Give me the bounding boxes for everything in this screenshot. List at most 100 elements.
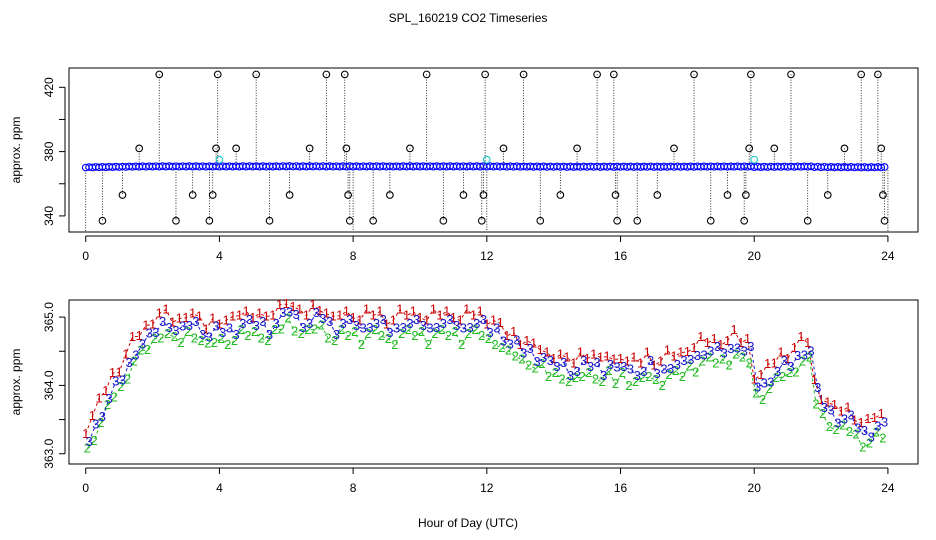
series-2-marker: 2	[578, 369, 585, 384]
spike-point	[345, 216, 354, 225]
x-axis-label: Hour of Day (UTC)	[418, 516, 518, 530]
series-3-marker: 3	[266, 327, 273, 342]
spike-point	[406, 144, 414, 153]
series-1-marker: 1	[383, 317, 390, 332]
series-3-marker: 3	[453, 318, 460, 333]
series-1-marker: 1	[263, 308, 270, 323]
series-1-marker: 1	[583, 351, 590, 366]
series-3-marker: 3	[667, 361, 674, 376]
series-1-marker: 1	[563, 349, 570, 364]
series-2-marker: 2	[90, 433, 97, 448]
spike-point	[172, 216, 180, 225]
series-3-marker: 3	[620, 359, 627, 374]
spike-point	[285, 191, 294, 199]
series-2-marker: 2	[518, 351, 525, 366]
series-1-marker: 1	[864, 411, 871, 426]
series-3-marker: 3	[580, 353, 587, 368]
spike-point	[499, 144, 508, 153]
series-3-marker: 3	[660, 362, 667, 377]
series-1-marker: 1	[844, 399, 851, 414]
spike-point	[706, 216, 715, 225]
series-1-marker: 1	[684, 344, 691, 359]
x-tick-label: 20	[748, 481, 762, 495]
series-3-marker: 3	[212, 319, 219, 334]
spike-point	[877, 144, 886, 153]
series-2-marker: 2	[538, 356, 545, 371]
series-1-marker: 1	[363, 302, 370, 317]
series-2-marker: 2	[512, 349, 519, 364]
spike-point	[556, 191, 565, 199]
series-1-marker: 1	[276, 297, 283, 312]
series-1-marker: 1	[196, 308, 203, 323]
spike-point	[840, 144, 849, 153]
spike-point	[155, 70, 164, 79]
series-2-marker: 2	[137, 343, 144, 358]
series-3-marker: 3	[721, 345, 728, 360]
series-1-marker: 1	[142, 317, 149, 332]
series-3-marker: 3	[627, 362, 634, 377]
series-1-marker: 1	[530, 336, 537, 351]
cyan-point	[482, 155, 491, 164]
x-tick-label: 4	[216, 249, 223, 263]
series-3-marker: 3	[179, 319, 186, 334]
series-2-marker: 2	[652, 372, 659, 387]
series-3-marker: 3	[393, 321, 400, 336]
series-1-marker: 1	[604, 349, 611, 364]
cyan-point	[215, 155, 224, 164]
series-3-marker: 3	[520, 345, 527, 360]
series-1-marker: 1	[483, 317, 490, 332]
spike-point	[874, 70, 882, 79]
panel-bottom-frame	[68, 299, 919, 465]
series-2-marker: 2	[726, 358, 733, 373]
spike-point	[823, 191, 832, 199]
spike-point	[519, 70, 528, 79]
series-3-marker: 3	[573, 364, 580, 379]
series-1-marker: 1	[283, 296, 290, 311]
series-2-marker: 2	[572, 370, 579, 385]
series-2-marker: 2	[217, 331, 224, 346]
x-tick-label: 0	[82, 481, 89, 495]
series-2-marker: 2	[171, 329, 178, 344]
spike-point	[633, 216, 642, 225]
series-2-marker: 2	[131, 354, 138, 369]
x-tick-label: 24	[881, 249, 895, 263]
series-1-marker: 1	[557, 347, 564, 362]
series-2-marker: 2	[866, 436, 873, 451]
series-2-marker: 2	[732, 347, 739, 362]
series-1-marker: 1	[878, 406, 885, 421]
series-1-marker: 1	[403, 308, 410, 323]
spike-point	[322, 70, 331, 79]
series-2-marker: 2	[318, 317, 325, 332]
spike-point	[770, 144, 779, 153]
y-tick-label: 380	[42, 141, 56, 161]
y-tick-label: 364.0	[42, 370, 56, 400]
baseline-point	[877, 163, 886, 172]
series-3-marker: 3	[874, 418, 881, 433]
series-3-marker: 3	[426, 321, 433, 336]
spike-point	[305, 144, 314, 153]
series-3-marker: 3	[747, 339, 754, 354]
spike-point	[477, 216, 486, 225]
series-3-marker: 3	[406, 316, 413, 331]
series-1-marker: 1	[811, 372, 818, 387]
spike-point	[98, 216, 107, 225]
series-2-marker: 2	[117, 379, 124, 394]
cyan-point	[750, 155, 759, 164]
series-2-marker: 2	[832, 422, 839, 437]
spike-point	[188, 191, 197, 199]
series-2-marker: 2	[552, 365, 559, 380]
series-3-marker: 3	[366, 320, 373, 335]
series-3-marker: 3	[761, 375, 768, 390]
spike-point	[479, 191, 488, 199]
series-1-marker: 1	[677, 345, 684, 360]
spike-point	[135, 144, 144, 153]
series-1-marker: 1	[804, 335, 811, 350]
series-1-marker: 1	[523, 333, 530, 348]
series-2-marker: 2	[398, 326, 405, 341]
x-tick-label: 16	[614, 249, 628, 263]
series-2-marker: 2	[351, 324, 358, 339]
series-2-marker: 2	[451, 324, 458, 339]
series-3-marker: 3	[814, 380, 821, 395]
series-2-marker: 2	[391, 337, 398, 352]
series-2-marker: 2	[853, 427, 860, 442]
